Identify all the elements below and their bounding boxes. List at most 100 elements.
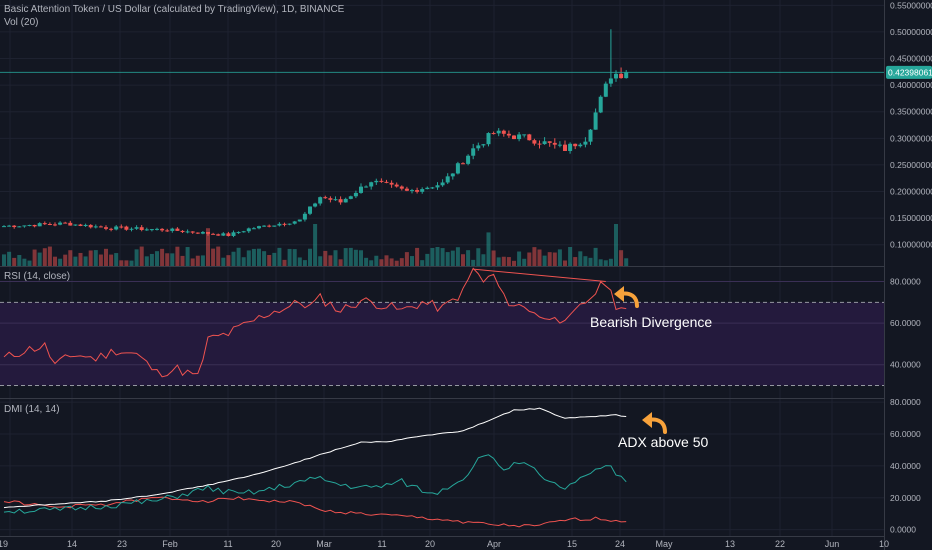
- volume-bar: [603, 260, 608, 266]
- candle-body: [2, 226, 6, 228]
- candle-body: [506, 133, 511, 136]
- candle-body: [297, 219, 302, 222]
- candle-body: [522, 134, 527, 136]
- candle-body: [476, 145, 481, 149]
- volume-bar: [83, 256, 88, 266]
- time-tick-label: 19: [0, 539, 8, 549]
- candle-body: [7, 225, 12, 227]
- volume-bar: [471, 259, 476, 266]
- rsi-tick-label: 80.0000: [890, 277, 921, 287]
- candle-body: [547, 141, 552, 143]
- volume-bar: [547, 252, 552, 266]
- candle-body: [308, 206, 312, 214]
- candle-body: [185, 231, 190, 233]
- candle-body: [435, 185, 440, 188]
- volume-bar: [267, 254, 272, 266]
- candle-body: [450, 173, 455, 177]
- volume-bar: [512, 260, 516, 266]
- volume-bar: [404, 252, 409, 266]
- candle-body: [415, 190, 420, 192]
- volume-bar: [374, 255, 379, 266]
- volume-bar: [277, 247, 282, 266]
- price-tick-label: 0.25000000: [890, 160, 932, 170]
- candle-body: [557, 144, 562, 146]
- volume-bar: [619, 250, 624, 266]
- candle-body: [323, 197, 328, 199]
- time-tick-label: Apr: [487, 539, 501, 549]
- volume-bar: [614, 224, 618, 266]
- time-tick-label: Jun: [825, 539, 840, 549]
- volume-bar: [144, 256, 149, 266]
- candle-body: [598, 96, 603, 113]
- volume-bar: [481, 254, 486, 266]
- candle-body: [399, 186, 404, 189]
- volume-bar: [93, 250, 98, 266]
- volume-bar: [302, 260, 307, 266]
- candle-body: [608, 78, 613, 84]
- candle-body: [318, 197, 323, 204]
- volume-bar: [563, 260, 567, 266]
- time-tick-label: 23: [117, 539, 127, 549]
- volume-bar: [573, 257, 578, 266]
- volume-bar: [185, 247, 190, 266]
- volume-bar: [129, 260, 134, 266]
- volume-bar: [420, 260, 425, 266]
- candle-body: [42, 223, 47, 225]
- volume-bar: [491, 250, 496, 266]
- volume-bar: [384, 255, 389, 266]
- rsi-axis: 80.0000 60.0000 40.0000: [890, 277, 921, 370]
- volume-bar: [109, 254, 114, 266]
- volume-bar: [241, 257, 246, 266]
- volume-bar: [588, 257, 593, 266]
- candle-body: [573, 143, 578, 147]
- bearish-divergence-annotation: Bearish Divergence: [590, 314, 713, 330]
- rsi-band: [0, 302, 884, 386]
- volume-bar: [445, 252, 450, 266]
- volume-bar: [246, 250, 251, 266]
- volume-bar: [68, 250, 73, 266]
- volume-bar: [124, 260, 129, 266]
- candle-body: [149, 229, 154, 231]
- candle-body: [287, 223, 292, 225]
- volume-bar: [608, 258, 613, 266]
- volume-bar: [415, 247, 420, 266]
- volume-bar: [506, 257, 511, 266]
- candle-body: [206, 232, 210, 234]
- volume-bar: [425, 253, 430, 266]
- volume-bar: [282, 259, 287, 266]
- candle-body: [302, 213, 307, 220]
- candle-body: [221, 233, 226, 236]
- volume-bar: [206, 228, 210, 266]
- candle-body: [83, 224, 88, 227]
- candle-body: [333, 199, 338, 201]
- candle-body: [486, 133, 491, 145]
- pane-separators: [0, 0, 885, 550]
- candle-body: [27, 224, 32, 226]
- time-tick-label: 15: [567, 539, 577, 549]
- volume-bar: [364, 257, 369, 266]
- volume-bar: [501, 256, 506, 266]
- volume-bar: [461, 254, 465, 266]
- price-tick-label: 0.30000000: [890, 133, 932, 143]
- volume-bar: [348, 247, 353, 266]
- candle-body: [532, 140, 537, 144]
- volume-bar: [251, 248, 256, 266]
- volume-bar: [190, 258, 195, 266]
- volume-bar: [318, 256, 323, 266]
- candle-body: [22, 225, 27, 227]
- candle-body: [501, 130, 506, 134]
- candle-body: [425, 187, 430, 190]
- candle-body: [369, 182, 374, 187]
- volume-bar: [257, 248, 261, 266]
- candle-body: [155, 228, 159, 230]
- candle-body: [144, 229, 149, 231]
- candle-body: [134, 227, 139, 229]
- volume-bar: [195, 255, 200, 266]
- volume-bar: [216, 246, 221, 266]
- volume-bar: [58, 258, 63, 266]
- volume-bar: [359, 250, 363, 266]
- time-tick-label: 22: [775, 539, 785, 549]
- candle-body: [379, 180, 384, 182]
- price-tick-label: 0.15000000: [890, 213, 932, 223]
